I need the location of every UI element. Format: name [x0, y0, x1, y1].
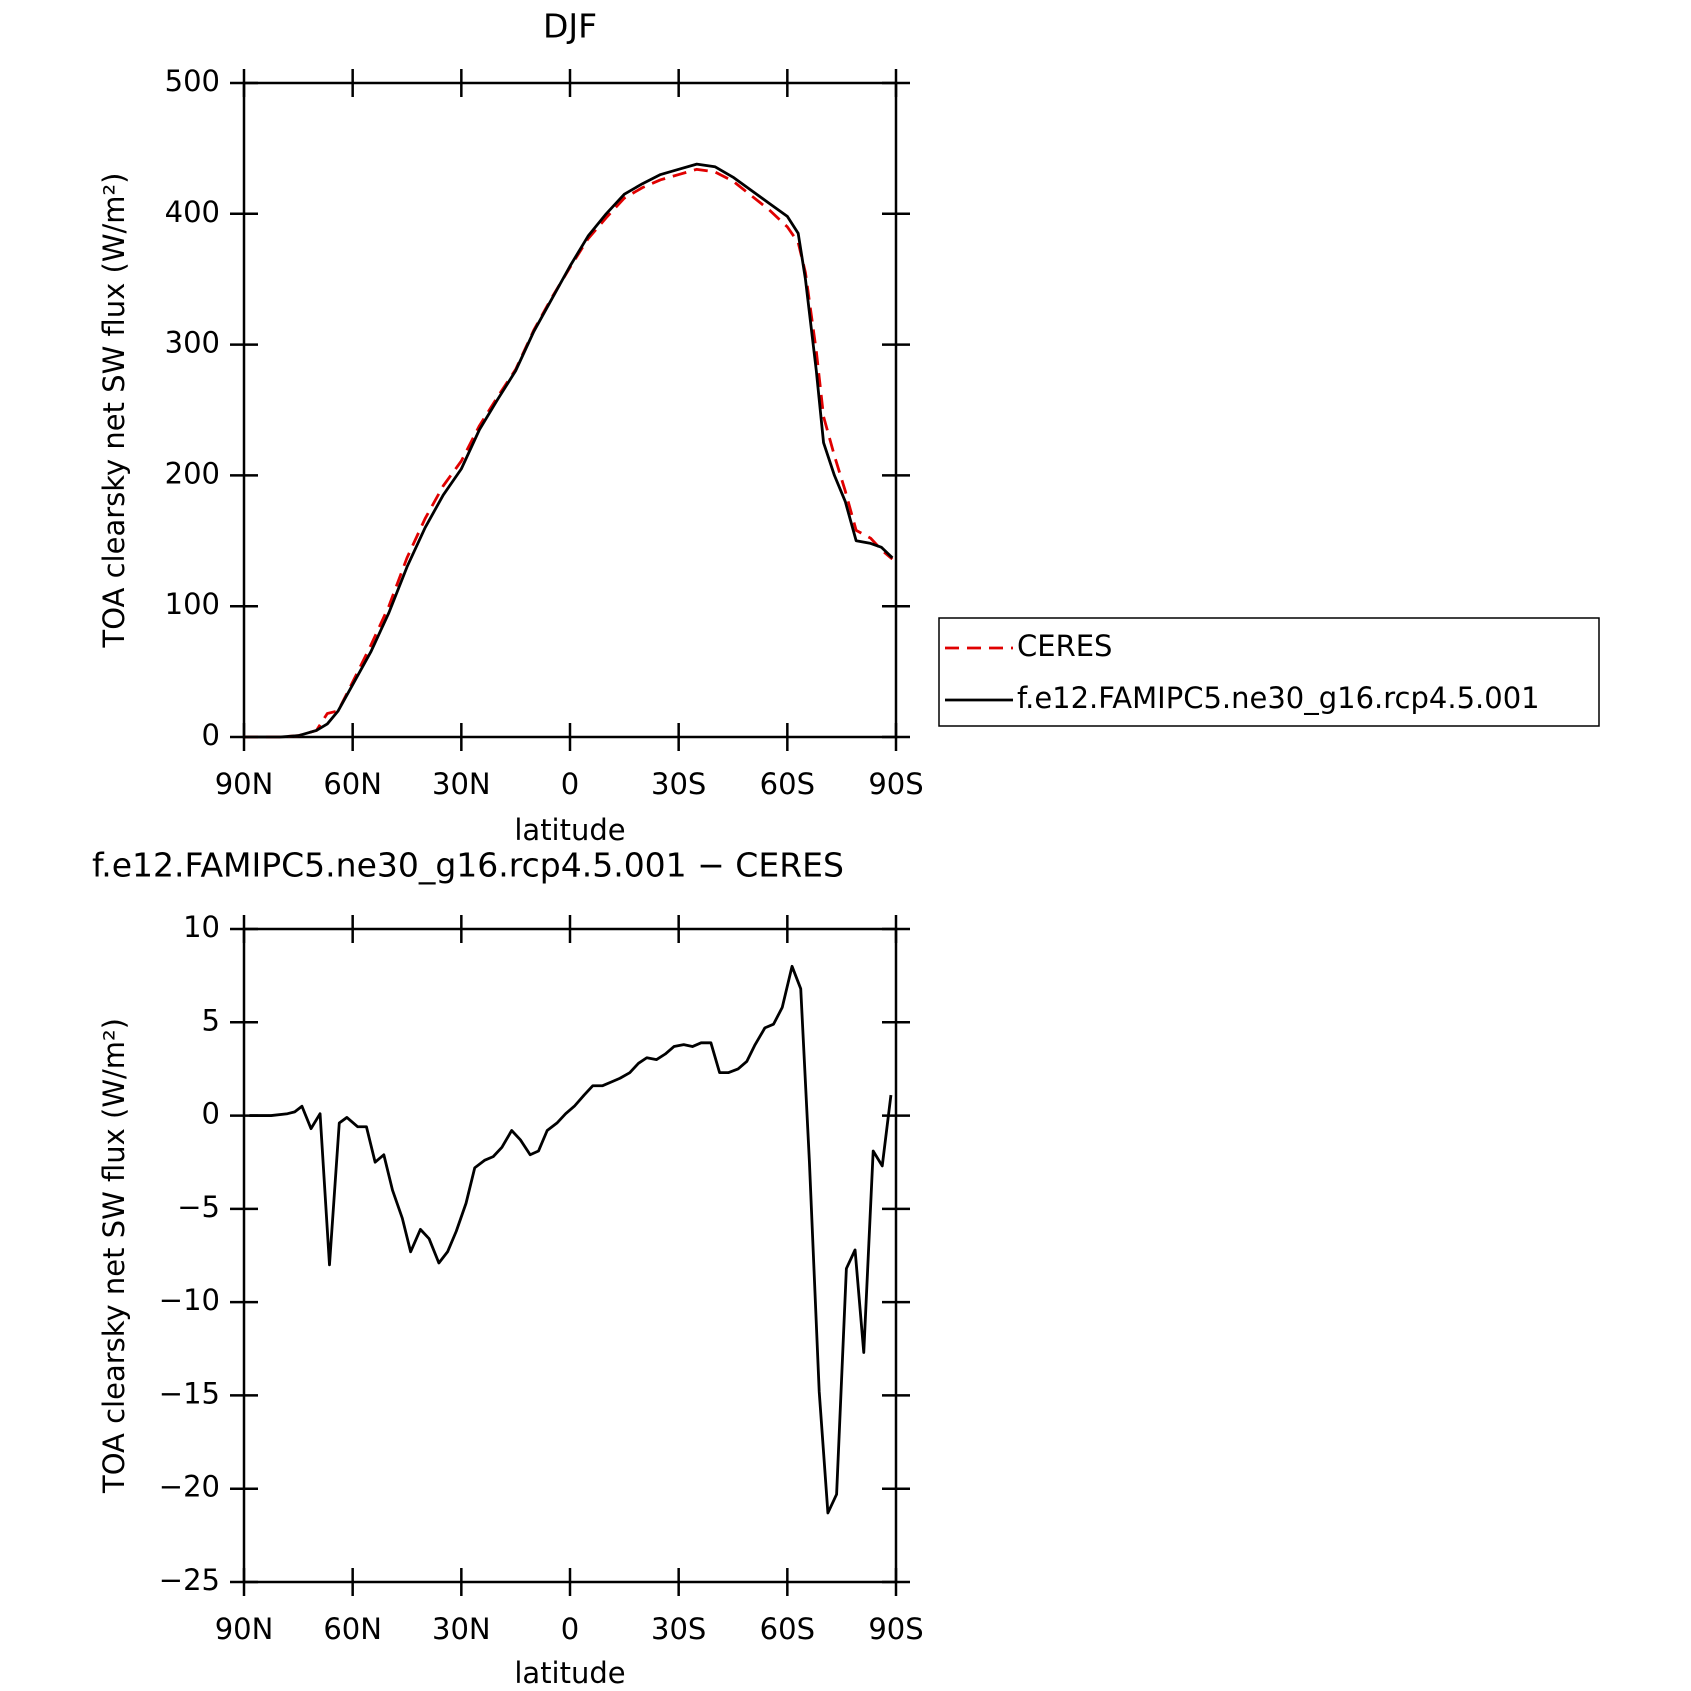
y-tick-label: 100 — [165, 587, 220, 621]
x-tick-label: 90N — [215, 767, 274, 801]
y-axis-label: TOA clearsky net SW flux (W/m²) — [97, 173, 131, 649]
y-tick-label: 500 — [165, 64, 220, 98]
y-tick-label: 200 — [165, 456, 220, 490]
y-tick-label: −5 — [177, 1190, 220, 1224]
chart-title: f.e12.FAMIPC5.ne30_g16.rcp4.5.001 − CERE… — [92, 846, 844, 885]
y-tick-label: −25 — [159, 1563, 220, 1597]
x-tick-label: 30S — [651, 1612, 706, 1646]
y-tick-label: 0 — [202, 1097, 220, 1131]
y-tick-label: −20 — [159, 1470, 220, 1504]
data-line — [244, 162, 894, 739]
legend-box — [938, 617, 1600, 727]
legend-label: f.e12.FAMIPC5.ne30_g16.rcp4.5.001 — [1017, 681, 1540, 715]
plot-frame — [242, 81, 898, 739]
x-tick-label: 30N — [432, 1612, 491, 1646]
y-tick-label: 5 — [202, 1003, 220, 1037]
x-tick-label: 0 — [561, 1612, 579, 1646]
y-tick-label: −10 — [159, 1283, 220, 1317]
y-tick-label: 400 — [165, 195, 220, 229]
x-axis-label: latitude — [514, 1656, 625, 1690]
y-tick-label: 10 — [183, 910, 220, 944]
x-tick-label: 30S — [651, 767, 706, 801]
y-tick-label: −15 — [159, 1376, 220, 1410]
x-tick-label: 90N — [215, 1612, 274, 1646]
y-tick-label: 0 — [202, 718, 220, 752]
x-tick-label: 0 — [561, 767, 579, 801]
plot-frame — [242, 927, 898, 1584]
y-axis-label: TOA clearsky net SW flux (W/m²) — [97, 1018, 131, 1494]
data-line — [249, 964, 893, 1515]
chart-title: DJF — [543, 7, 597, 46]
x-tick-label: 90S — [868, 767, 923, 801]
x-axis-label: latitude — [514, 813, 625, 847]
x-tick-label: 30N — [432, 767, 491, 801]
x-tick-label: 60S — [760, 1612, 815, 1646]
x-tick-label: 60N — [323, 767, 382, 801]
x-tick-label: 60N — [323, 1612, 382, 1646]
x-tick-label: 60S — [760, 767, 815, 801]
data-line — [244, 167, 894, 739]
legend-label: CERES — [1017, 629, 1112, 663]
x-tick-label: 90S — [868, 1612, 923, 1646]
y-tick-label: 300 — [165, 326, 220, 360]
